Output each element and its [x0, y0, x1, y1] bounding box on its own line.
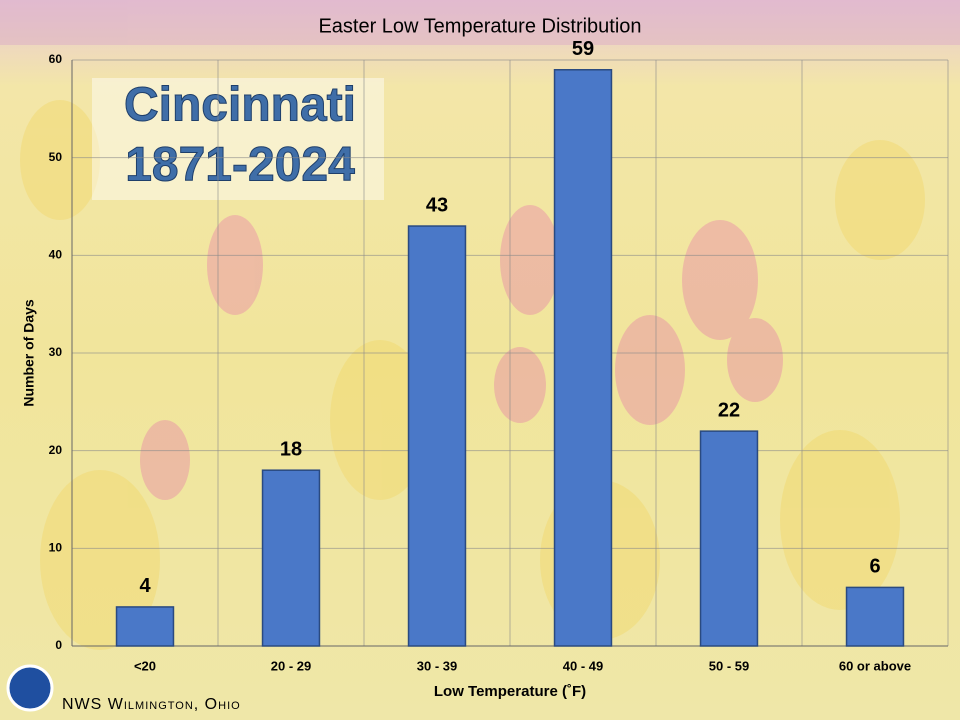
- bar: [553, 69, 613, 647]
- y-tick-label: 20: [49, 443, 63, 457]
- bar: [261, 469, 321, 647]
- value-label: 59: [572, 38, 594, 60]
- value-label: 18: [280, 438, 302, 460]
- value-label: 4: [139, 575, 151, 597]
- y-axis-label: Number of Days: [21, 299, 37, 407]
- x-tick-label: 60 or above: [839, 658, 911, 673]
- y-tick-label: 60: [49, 52, 63, 66]
- bar: [845, 586, 905, 647]
- annotation: Cincinnati: [124, 79, 356, 132]
- bar: [407, 225, 467, 647]
- x-tick-label: 30 - 39: [417, 658, 457, 673]
- chart-title: Easter Low Temperature Distribution: [318, 15, 641, 37]
- annotation: 1871-2024: [125, 139, 355, 192]
- y-tick-label: 40: [49, 248, 63, 262]
- value-label: 6: [869, 556, 880, 578]
- y-tick-label: 50: [49, 150, 63, 164]
- x-tick-label: 50 - 59: [709, 658, 749, 673]
- logo: [6, 664, 54, 712]
- source: NWS Wilmington, Ohio: [62, 696, 241, 713]
- value-label: 43: [426, 194, 448, 216]
- tulip-decor: [0, 0, 960, 650]
- bar: [699, 430, 759, 647]
- y-tick-label: 0: [55, 638, 62, 652]
- annotation-box: [92, 78, 384, 200]
- value-label: 22: [718, 399, 740, 421]
- x-tick-label: 40 - 49: [563, 658, 603, 673]
- bar: [115, 606, 175, 647]
- x-tick-label: <20: [134, 658, 156, 673]
- y-tick-label: 30: [49, 345, 63, 359]
- x-tick-label: 20 - 29: [271, 658, 311, 673]
- x-axis-label: Low Temperature (˚F): [434, 683, 586, 700]
- y-tick-label: 10: [49, 541, 63, 555]
